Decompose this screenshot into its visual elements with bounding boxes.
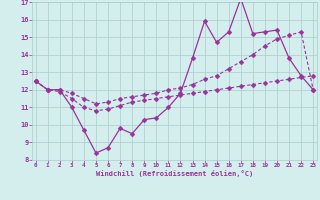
X-axis label: Windchill (Refroidissement éolien,°C): Windchill (Refroidissement éolien,°C) <box>96 170 253 177</box>
